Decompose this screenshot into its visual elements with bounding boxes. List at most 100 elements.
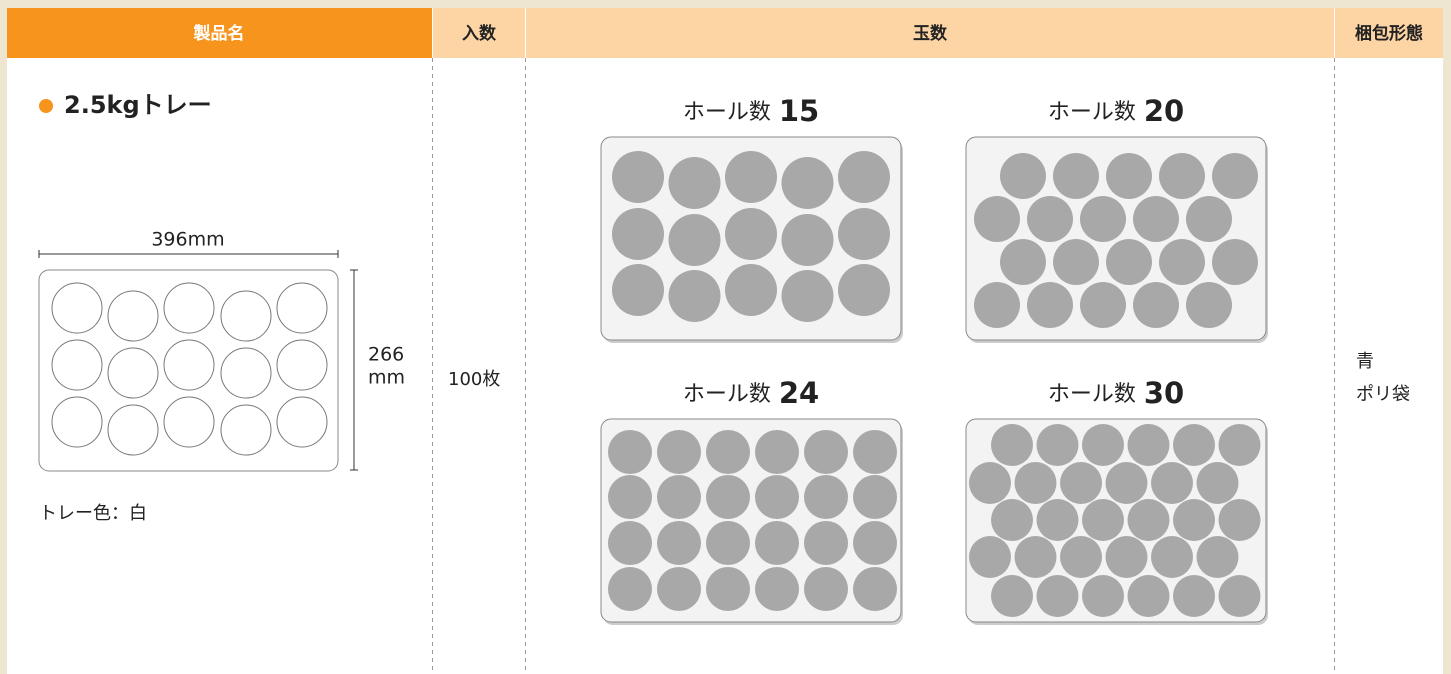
ball-hole: [1036, 499, 1079, 541]
header-text: 玉数: [913, 23, 948, 44]
ball-hole: [668, 157, 721, 209]
hole: [107, 290, 159, 342]
ball-hole: [657, 567, 701, 611]
packing: 青: [1356, 351, 1374, 372]
ball-hole: [1036, 575, 1079, 617]
header-text: 製品名: [193, 23, 245, 44]
ball-hole: [1212, 239, 1258, 285]
ball-hole: [781, 157, 834, 209]
ball-hole: [974, 282, 1020, 328]
ball-hole: [853, 567, 897, 611]
ball-hole: [668, 214, 721, 266]
ball-hole: [1159, 239, 1205, 285]
tray-color: トレー色：白: [39, 503, 147, 524]
hole: [220, 404, 272, 456]
ball-hole: [1082, 499, 1124, 541]
ball-hole: [657, 475, 701, 519]
ball-hole: [1133, 196, 1179, 242]
ball-hole: [853, 521, 897, 565]
ball-hole: [1082, 424, 1124, 466]
ball-hole: [612, 208, 664, 260]
header-cell: [7, 8, 432, 58]
hole: [51, 339, 103, 391]
header-text: 梱包形態: [1355, 23, 1423, 44]
ball-hole: [725, 151, 777, 203]
packing: ポリ袋: [1356, 384, 1410, 405]
ball-hole: [781, 214, 834, 266]
hole-label: ホール数: [683, 382, 771, 407]
ball-hole: [1014, 536, 1057, 578]
ball-hole: [612, 264, 664, 316]
ball-hole: [612, 151, 664, 203]
ball-hole: [991, 575, 1033, 617]
ball-hole: [1218, 499, 1261, 541]
ball-hole: [1133, 282, 1179, 328]
column-separators: [432, 58, 1335, 674]
ball-hole: [608, 521, 652, 565]
ball-hole: [1106, 153, 1152, 199]
ball-hole: [755, 567, 799, 611]
hole: [107, 404, 159, 456]
ball-hole: [608, 475, 652, 519]
ball-hole: [853, 475, 897, 519]
ball-hole: [1127, 499, 1170, 541]
hole-label: ホール数: [1048, 100, 1136, 125]
ball-hole: [1105, 536, 1148, 578]
ball-hole: [706, 430, 750, 474]
ball-hole: [1186, 282, 1232, 328]
ball-hole: [755, 521, 799, 565]
ball-hole: [755, 430, 799, 474]
ball-hole: [991, 424, 1033, 466]
tray-label: ホール数 15: [683, 94, 819, 128]
hole: [51, 282, 103, 334]
ball-hole: [1082, 575, 1124, 617]
ball-hole: [706, 521, 750, 565]
ball-hole: [838, 264, 890, 316]
ball-hole: [1053, 153, 1099, 199]
ball-hole: [1151, 536, 1193, 578]
height-label: 266: [368, 344, 404, 366]
header-cell: [526, 8, 1334, 58]
ball-hole: [838, 208, 890, 260]
ball-hole: [1127, 575, 1170, 617]
hole-count: 20: [1144, 94, 1184, 128]
ball-hole: [804, 521, 848, 565]
ball-hole: [608, 430, 652, 474]
ball-hole: [725, 264, 777, 316]
product-name: 2.5kgトレー: [64, 91, 212, 119]
hole-count: 15: [779, 94, 819, 128]
ball-hole: [1060, 462, 1102, 504]
ball-hole: [706, 475, 750, 519]
ball-hole: [725, 208, 777, 260]
height-unit: mm: [368, 367, 405, 389]
ball-hole: [1173, 499, 1215, 541]
ball-hole: [1218, 424, 1261, 466]
ball-hole: [1159, 153, 1205, 199]
hole-label: ホール数: [683, 100, 771, 125]
tray-label: ホール数 30: [1048, 376, 1184, 410]
ball-hole: [1212, 153, 1258, 199]
ball-hole: [755, 475, 799, 519]
ball-hole: [1173, 575, 1215, 617]
ball-hole: [838, 151, 890, 203]
tray-group: ホール数 15 ホール数 20 ホール数 24 ホール数 30: [600, 94, 1268, 625]
ball-hole: [781, 270, 834, 322]
tray-holes: [51, 282, 328, 456]
ball-hole: [1053, 239, 1099, 285]
width-label: 396mm: [151, 229, 224, 251]
hole: [163, 282, 215, 334]
hole: [276, 282, 328, 334]
ball-hole: [804, 430, 848, 474]
ball-hole: [1080, 196, 1126, 242]
hole-label: ホール数: [1048, 382, 1136, 407]
ball-hole: [804, 475, 848, 519]
hole-count: 30: [1144, 376, 1184, 410]
ball-hole: [1027, 282, 1073, 328]
ball-hole: [1106, 239, 1152, 285]
ball-hole: [1127, 424, 1170, 466]
tray-label: ホール数 20: [1048, 94, 1184, 128]
ball-hole: [1080, 282, 1126, 328]
hole: [163, 396, 215, 448]
ball-hole: [657, 521, 701, 565]
